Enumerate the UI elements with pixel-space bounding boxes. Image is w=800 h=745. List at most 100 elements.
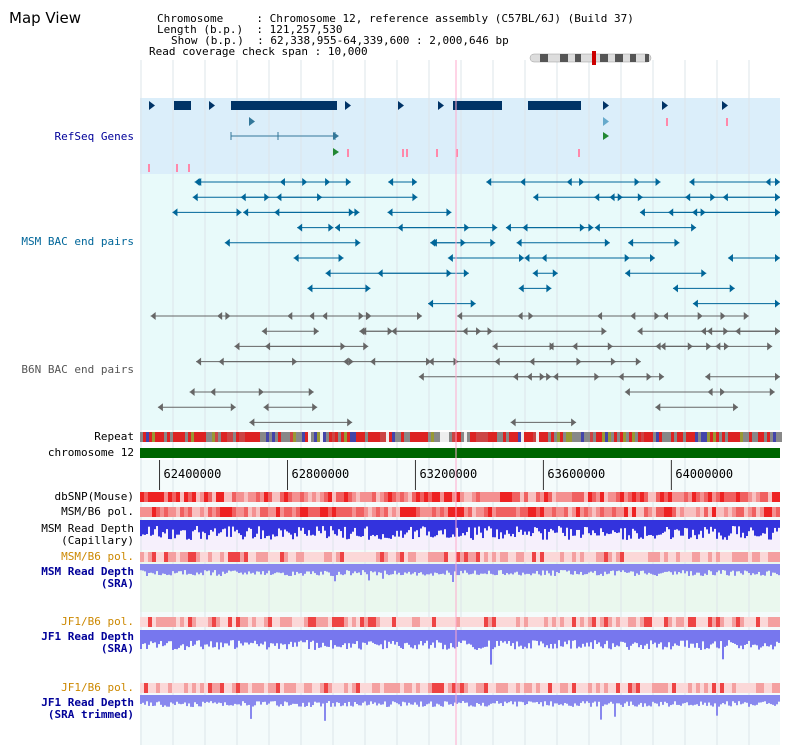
jf1-sra-depth-bar xyxy=(288,630,290,645)
jf1-b6-pol2-cell xyxy=(236,683,240,693)
msm-sra-depth-bar xyxy=(398,564,400,573)
repeat-segment xyxy=(332,432,335,442)
msm-capillary-depth-bar xyxy=(664,520,666,532)
msm-b6-pol2-cell xyxy=(172,552,176,562)
msm-sra-depth-bar xyxy=(464,564,466,571)
repeat-segment xyxy=(680,432,683,442)
jf1-trimmed-depth-bar xyxy=(168,695,170,707)
dbsnp-cell xyxy=(220,492,224,502)
msm-b6-pol2-cell xyxy=(536,552,540,562)
jf1-b6-pol-cell xyxy=(584,617,588,627)
msm-capillary-depth-bar xyxy=(154,520,156,530)
msm-sra-depth-bar xyxy=(250,564,252,574)
dbsnp-cell xyxy=(660,492,664,502)
msm-sra-depth-bar xyxy=(314,564,316,574)
msm-capillary-depth-bar xyxy=(164,520,166,534)
msm-b6-pol-cell xyxy=(684,507,688,517)
dbsnp-cell xyxy=(648,492,652,502)
jf1-b6-pol2-cell xyxy=(600,683,604,693)
jf1-sra-depth-bar xyxy=(282,630,284,645)
msm-sra-depth-bar xyxy=(340,564,342,575)
msm-sra-depth-bar xyxy=(292,564,294,572)
jf1-trimmed-depth-bar xyxy=(744,695,746,703)
track-label-msm-bac[interactable]: MSM BAC end pairs xyxy=(21,235,134,248)
jf1-trimmed-depth-bar xyxy=(190,695,192,707)
jf1-b6-pol2-cell xyxy=(488,683,492,693)
msm-capillary-depth-bar xyxy=(506,520,508,531)
msm-sra-depth-bar xyxy=(338,564,340,572)
jf1-trimmed-depth-bar xyxy=(714,695,716,704)
msm-b6-pol-cell xyxy=(664,507,668,517)
dbsnp-cell xyxy=(156,492,160,502)
repeat-segment xyxy=(632,432,635,442)
msm-capillary-depth-bar xyxy=(576,520,578,530)
jf1-b6-pol-cell xyxy=(612,617,616,627)
msm-b6-pol2-cell xyxy=(736,552,740,562)
msm-b6-pol2-cell xyxy=(276,552,280,562)
msm-b6-pol-cell xyxy=(224,507,228,517)
msm-capillary-depth-bar xyxy=(312,520,314,535)
tick-label: 64000000 xyxy=(675,467,733,481)
msm-capillary-depth-bar xyxy=(408,520,410,531)
bac-end-left xyxy=(192,193,198,202)
jf1-trimmed-depth-bar xyxy=(336,695,338,703)
bac-end-right xyxy=(328,223,334,232)
msm-sra-depth-bar xyxy=(728,564,730,576)
msm-sra-depth-bar xyxy=(388,564,390,576)
msm-sra-depth-bar xyxy=(510,564,512,574)
jf1-sra-depth-bar xyxy=(144,630,146,644)
msm-capillary-depth-bar xyxy=(636,520,638,534)
jf1-sra-depth-bar xyxy=(708,630,710,649)
b6n-bac-end-pairs-track[interactable] xyxy=(150,312,780,427)
msm-sra-depth-bar xyxy=(300,564,302,574)
repeat-segment xyxy=(623,432,626,442)
jf1-trimmed-depth-bar xyxy=(768,695,770,704)
jf1-b6-pol-cell xyxy=(380,617,384,627)
msm-b6-pol2-cell xyxy=(568,552,572,562)
dbsnp-cell xyxy=(604,492,608,502)
msm-capillary-depth-bar xyxy=(276,520,278,537)
bac-end-left xyxy=(533,193,539,202)
repeat-segment xyxy=(638,432,641,442)
repeat-segment xyxy=(584,432,587,442)
track-label-b6n-bac[interactable]: B6N BAC end pairs xyxy=(21,363,134,376)
jf1-b6-pol-cell xyxy=(200,617,204,627)
jf1-sra-depth-bar xyxy=(526,630,528,649)
msm-capillary-depth-bar xyxy=(152,520,154,535)
msm-b6-pol2-cell xyxy=(368,552,372,562)
jf1-sra-depth-bar xyxy=(492,630,494,650)
jf1-b6-pol-cell xyxy=(588,617,592,627)
jf1-sra-depth-bar xyxy=(284,630,286,645)
jf1-sra-depth-bar xyxy=(396,630,398,643)
dbsnp-cell xyxy=(448,492,452,502)
bac-end-right xyxy=(347,418,353,427)
msm-capillary-depth-bar xyxy=(670,520,672,540)
jf1-trimmed-depth-bar xyxy=(394,695,396,703)
msm-capillary-depth-bar xyxy=(564,520,566,537)
msm-sra-depth-bar xyxy=(358,564,360,573)
msm-b6-pol-cell xyxy=(192,507,196,517)
msm-sra-depth-bar xyxy=(666,564,668,572)
msm-b6-pol-cell xyxy=(528,507,532,517)
msm-sra-depth-bar xyxy=(442,564,444,574)
bac-end-right xyxy=(607,342,613,351)
repeat-segment xyxy=(401,432,404,442)
jf1-sra-depth-bar xyxy=(582,630,584,644)
jf1-trimmed-depth-bar xyxy=(338,695,340,703)
jf1-sra-depth-bar xyxy=(290,630,292,642)
track-label-refseq[interactable]: RefSeq Genes xyxy=(54,130,134,143)
gene-arrow xyxy=(149,101,155,110)
repeat-segment xyxy=(536,432,539,442)
msm-sra-depth-bar xyxy=(206,564,208,572)
show-value: 62,338,955-64,339,600 : 2,000,646 bp xyxy=(270,34,509,47)
msm-sra-depth-bar xyxy=(366,564,368,575)
jf1-b6-pol2-cell xyxy=(508,683,512,693)
refseq-genes-track[interactable] xyxy=(148,101,728,172)
msm-capillary-depth-bar xyxy=(202,520,204,532)
msm-sra-depth-bar xyxy=(226,564,228,573)
jf1-trimmed-depth-bar xyxy=(176,695,178,702)
msm-bac-end-pairs-track[interactable] xyxy=(172,178,780,308)
jf1-b6-pol2-cell xyxy=(696,683,700,693)
msm-capillary-depth-bar xyxy=(374,520,376,537)
